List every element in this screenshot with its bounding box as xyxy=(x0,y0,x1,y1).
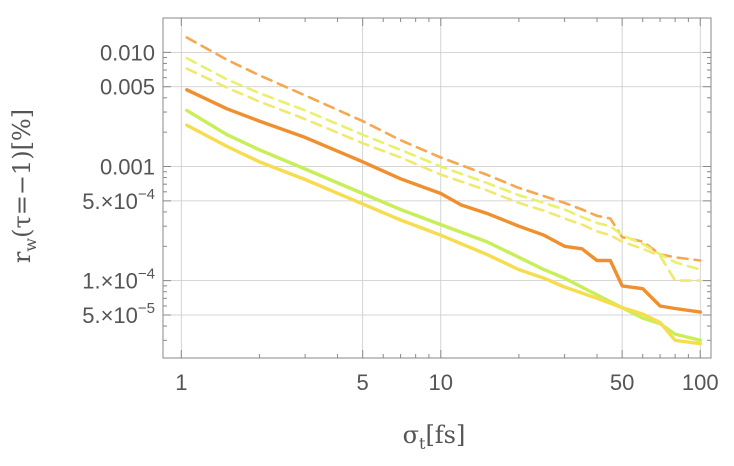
x-tick-label: 100 xyxy=(682,370,719,395)
x-tick-label: 10 xyxy=(429,370,453,395)
y-tick-label: 1.×10−4 xyxy=(82,266,155,294)
x-tick-label: 1 xyxy=(175,370,187,395)
series-line-5 xyxy=(185,108,702,342)
y-tick-label: 0.001 xyxy=(100,154,155,179)
series-line-1 xyxy=(185,36,702,262)
y-tick-label: 0.005 xyxy=(100,75,155,100)
y-tick-label: 5.×10−5 xyxy=(82,300,155,328)
x-tick-label: 5 xyxy=(357,370,369,395)
series-line-2 xyxy=(185,56,702,271)
series-line-6 xyxy=(185,123,702,346)
x-axis-label: σt[fs] xyxy=(403,421,466,453)
y-axis-label: rw(τ=−1)[%] xyxy=(8,109,40,263)
ticks xyxy=(163,17,711,358)
series-line-3 xyxy=(185,67,702,282)
y-tick-label: 0.010 xyxy=(100,40,155,65)
series-layer xyxy=(185,36,702,346)
plot-frame xyxy=(162,17,712,359)
grid xyxy=(163,18,711,358)
series-line-4 xyxy=(185,88,702,314)
tick-labels: 1 5 10 50 100 0.010 0.005 0.001 5.×10−4 1.×10−4 5.… xyxy=(82,40,718,395)
y-tick-label: 5.×10−4 xyxy=(82,186,155,214)
x-tick-label: 50 xyxy=(610,370,634,395)
